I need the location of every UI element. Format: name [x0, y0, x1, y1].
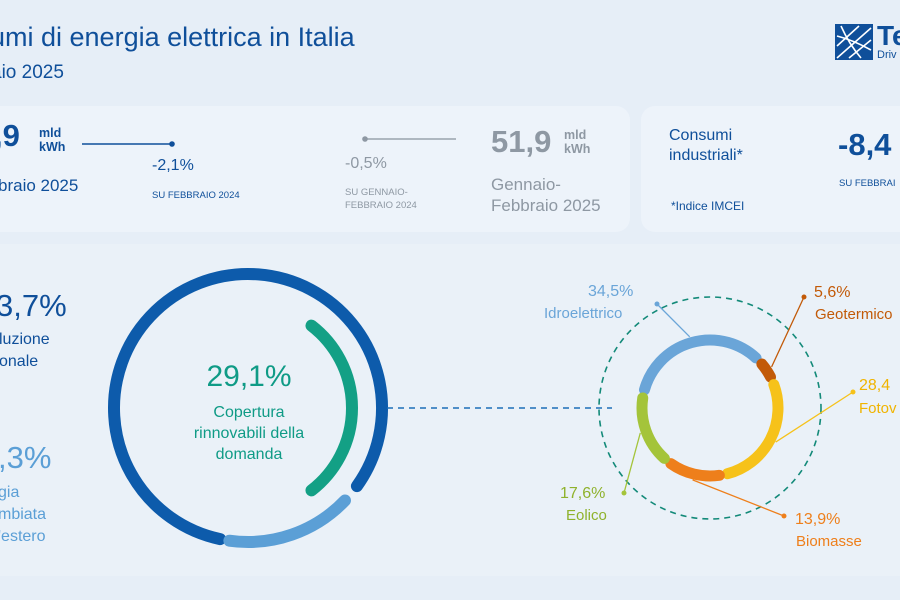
industrial-consumption-card [641, 106, 900, 232]
imports-label: gia mbiata 'estero [0, 482, 46, 548]
wind-leader-dot [621, 490, 627, 496]
geothermal-arc [756, 358, 777, 383]
biomass-leader-line [692, 479, 785, 517]
ytd-delta-caption: SU GENNAIO- FEBBRAIO 2024 [345, 186, 417, 212]
biomass-label: Biomasse [796, 533, 862, 550]
month-value: ,9 [0, 118, 20, 153]
trend-lines [82, 136, 456, 147]
industrial-label: Consumi industriali* [669, 126, 743, 166]
production-value: 3,7% [0, 288, 67, 323]
imports-arc [223, 494, 351, 548]
renewable-coverage-value: 29,1% [206, 360, 292, 393]
logo-tagline: Driv [877, 49, 897, 61]
solar-arc [721, 379, 784, 480]
month-unit: mld kWh [39, 126, 65, 154]
wind-pct: 17,6% [560, 485, 606, 502]
solar-pct: 28,4 [859, 377, 891, 394]
imports-label-line1: gia [0, 484, 20, 501]
ytd-unit-line1: mld [564, 128, 587, 142]
ytd-period-line1: Gennaio- [491, 175, 561, 194]
biomass-arc [665, 458, 725, 482]
industrial-caption: SU FEBBRAI [839, 178, 896, 189]
ytd-value: 51,9 [491, 124, 552, 159]
hydro-leader-dot [654, 301, 660, 307]
solar-leader-line [775, 391, 854, 443]
hydro-arc [638, 334, 762, 396]
production-label: luzione onale [0, 329, 50, 373]
terna-logo-icon [835, 24, 873, 60]
ytd-caption-line1: SU GENNAIO- [345, 187, 408, 198]
geothermal-pct: 5,6% [814, 284, 851, 301]
production-label-line1: luzione [0, 331, 50, 348]
biomass-pct: 13,9% [795, 511, 841, 528]
biomass-leader-dot [781, 513, 787, 519]
ytd-period: Gennaio- Febbraio 2025 [491, 174, 601, 216]
hydro-pct: 34,5% [588, 283, 634, 300]
wind-label: Eolico [566, 507, 607, 524]
industrial-label-line2: industriali* [669, 147, 743, 164]
logo-name: Te [877, 20, 900, 51]
solar-label: Fotov [859, 400, 897, 417]
hydro-leader-line [656, 303, 691, 338]
production-label-line2: onale [0, 353, 39, 370]
imports-value: ,3% [0, 440, 52, 475]
month-unit-line2: kWh [39, 140, 66, 154]
month-delta: -2,1% [152, 157, 194, 174]
monthly-consumption-card [0, 106, 630, 232]
renewable-coverage-label: Copertura rinnovabili della domanda [149, 402, 349, 465]
renewables-dashed-ring [598, 296, 822, 520]
renewables-coverage-arc [305, 319, 358, 497]
coverage-label-line1: Copertura [213, 404, 285, 421]
renewables-leader-lines [621, 294, 856, 519]
month-unit-line1: mld [39, 126, 62, 140]
industrial-value: -8,4 [838, 127, 892, 162]
page-subtitle: aio 2025 [0, 62, 64, 83]
ytd-period-line2: Febbraio 2025 [491, 196, 601, 215]
industrial-note: *Indice IMCEI [671, 199, 745, 213]
month-period: braio 2025 [0, 176, 79, 195]
wind-arc [636, 392, 670, 464]
ytd-trend-dot [362, 136, 368, 142]
coverage-label-line3: domanda [215, 446, 283, 463]
geothermal-label: Geotermico [815, 306, 893, 323]
renewables-mix-donut [636, 334, 784, 482]
coverage-label-line2: rinnovabili della [193, 425, 305, 442]
ytd-delta: -0,5% [345, 155, 387, 172]
ytd-unit-line2: kWh [564, 142, 591, 156]
page-title: umi di energia elettrica in Italia [0, 22, 355, 52]
production-arc [108, 268, 388, 546]
geothermal-leader-line [771, 296, 805, 368]
ytd-unit: mld kWh [564, 128, 590, 156]
geothermal-leader-dot [801, 294, 807, 300]
renewables-panel [0, 244, 900, 576]
industrial-label-line1: Consumi [669, 127, 733, 144]
imports-label-line2: mbiata [0, 506, 47, 523]
ytd-caption-line2: FEBBRAIO 2024 [345, 200, 417, 211]
wind-leader-line [623, 432, 641, 494]
imports-label-line3: 'estero [0, 528, 46, 545]
month-delta-caption: SU FEBBRAIO 2024 [152, 190, 240, 201]
solar-leader-dot [850, 389, 856, 395]
demand-coverage-donut [108, 268, 388, 548]
month-trend-dot [169, 141, 175, 147]
hydro-label: Idroelettrico [544, 305, 623, 322]
